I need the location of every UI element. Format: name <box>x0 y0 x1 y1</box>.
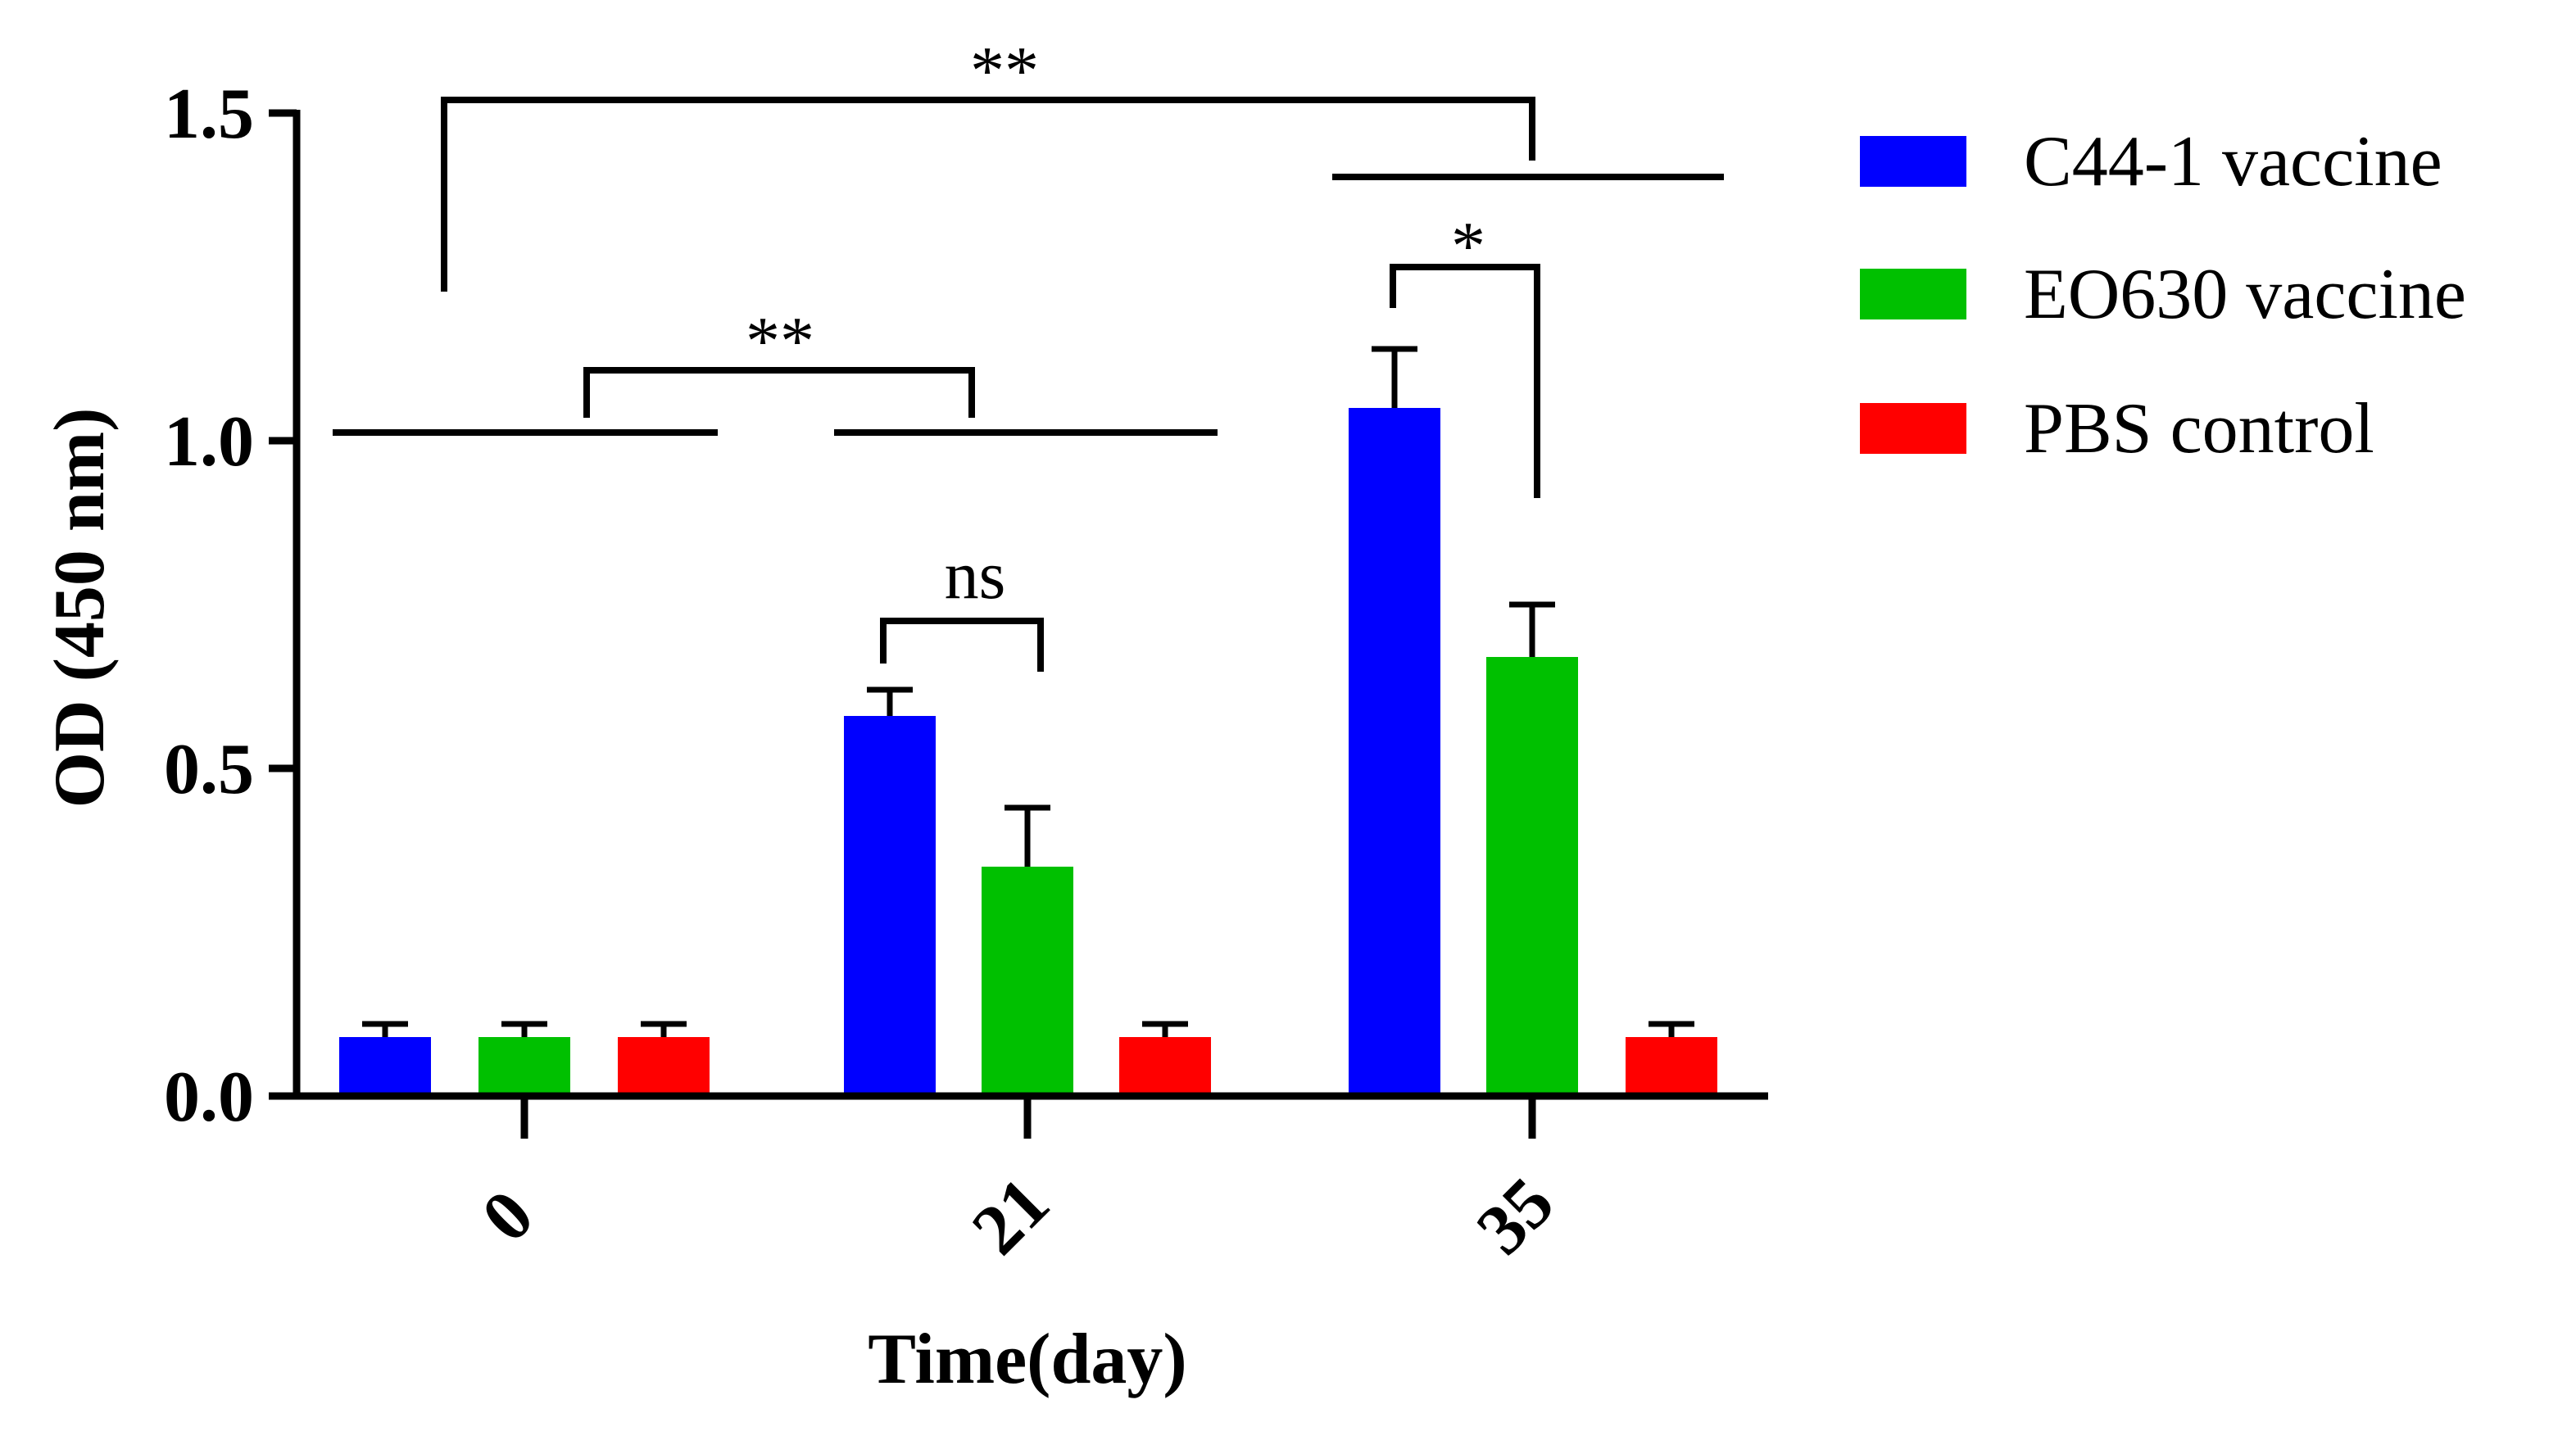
y-tick-label: 1.5 <box>164 75 254 154</box>
y-tick-label: 0.0 <box>164 1058 254 1137</box>
significance-label-day0-vs-day21: ** <box>746 303 814 379</box>
bar-c44-1-vaccine-day-35 <box>1349 408 1440 1096</box>
bar-eo630-vaccine-day-35 <box>1486 657 1578 1096</box>
legend-swatch-pbs-control <box>1860 403 1966 454</box>
bar-pbs-control-day-35 <box>1626 1037 1717 1096</box>
legend-swatch-c44-1-vaccine <box>1860 136 1966 187</box>
bar-pbs-control-day-0 <box>618 1037 710 1096</box>
bracket-day35 <box>1390 264 1540 498</box>
legend-label-c44-1-vaccine: C44-1 vaccine <box>2024 122 2442 202</box>
legend: C44-1 vaccine EO630 vaccine PBS control <box>1860 122 2466 469</box>
y-axis-title: OD (450 nm) <box>40 408 120 809</box>
significance-layer: ** ** ns * <box>333 33 1724 672</box>
bar-pbs-control-day-21 <box>1119 1037 1211 1096</box>
significance-label-day35: * <box>1451 208 1485 284</box>
significance-label-day21: ns <box>945 537 1006 614</box>
bracket-day21-ns <box>880 618 1044 672</box>
legend-label-eo630-vaccine: EO630 vaccine <box>2024 255 2466 334</box>
y-tick-label: 0.5 <box>164 730 254 809</box>
bars-layer <box>339 408 1717 1096</box>
significance-label-day0-vs-day35: ** <box>970 33 1039 109</box>
bar-c44-1-vaccine-day-21 <box>844 716 936 1096</box>
x-tick-label-day-21: 21 <box>957 1162 1064 1270</box>
bar-eo630-vaccine-day-0 <box>478 1037 570 1096</box>
error-bars-layer <box>362 346 1694 1037</box>
legend-label-pbs-control: PBS control <box>2024 389 2374 469</box>
legend-swatch-eo630-vaccine <box>1860 269 1966 319</box>
bracket-day0-vs-day21 <box>583 367 975 418</box>
y-tick-label: 1.0 <box>164 402 254 482</box>
x-tick-label-day-0: 0 <box>467 1175 549 1257</box>
bar-eo630-vaccine-day-21 <box>982 867 1073 1096</box>
x-tick-label-day-35: 35 <box>1462 1162 1569 1270</box>
bar-c44-1-vaccine-day-0 <box>339 1037 431 1096</box>
bracket-day0-vs-day35 <box>441 97 1535 292</box>
x-axis-title: Time(day) <box>868 1320 1186 1399</box>
